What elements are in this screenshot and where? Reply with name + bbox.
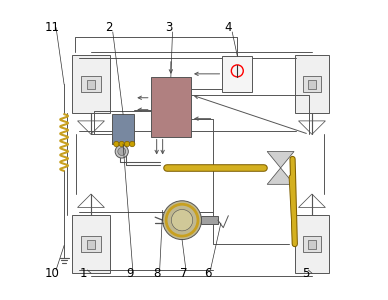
Bar (81, 76, 100, 92)
Circle shape (125, 141, 130, 147)
Bar (81, 236, 100, 252)
Circle shape (118, 148, 126, 155)
Bar (295, 215, 329, 273)
Bar (112, 114, 134, 144)
Text: 10: 10 (45, 267, 60, 280)
Circle shape (119, 141, 125, 147)
Text: 2: 2 (105, 21, 113, 34)
Text: 11: 11 (45, 21, 60, 34)
Bar (201, 216, 218, 224)
Bar (308, 80, 316, 89)
Text: 8: 8 (153, 267, 160, 280)
Polygon shape (267, 152, 294, 168)
Circle shape (163, 201, 201, 240)
Bar (87, 80, 95, 89)
Circle shape (114, 141, 119, 147)
Bar (87, 240, 95, 248)
Circle shape (171, 209, 193, 231)
Bar (71, 55, 111, 113)
Circle shape (115, 145, 128, 158)
Polygon shape (267, 168, 294, 184)
Text: 6: 6 (204, 267, 211, 280)
Text: 7: 7 (180, 267, 187, 280)
Bar (151, 77, 191, 136)
Text: 5: 5 (302, 267, 310, 280)
Circle shape (130, 141, 135, 147)
Bar (308, 240, 316, 248)
Bar (303, 236, 320, 252)
Text: 1: 1 (80, 267, 87, 280)
Text: 3: 3 (165, 21, 172, 34)
Bar (222, 56, 252, 92)
Bar (303, 76, 320, 92)
Text: 9: 9 (126, 267, 133, 280)
Text: 4: 4 (225, 21, 232, 34)
Bar (295, 55, 329, 113)
Bar (71, 215, 111, 273)
